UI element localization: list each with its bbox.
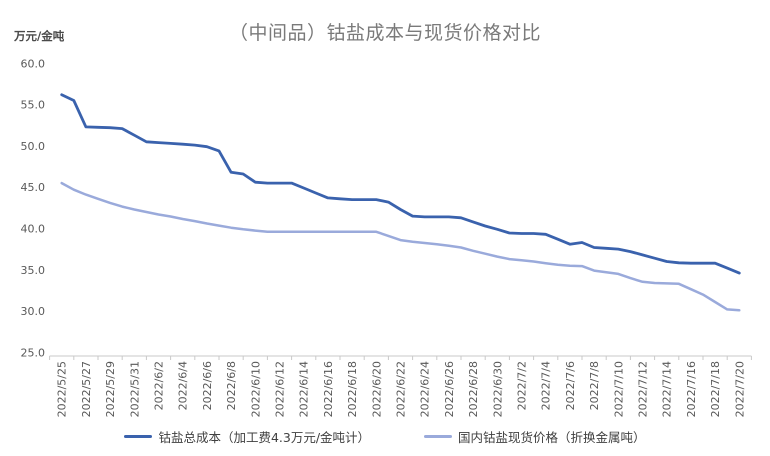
x-axis-tick-label: 2022/7/16: [685, 361, 698, 417]
y-axis-tick-label: 45.0: [21, 181, 46, 194]
total-cost-line-swatch: [124, 435, 153, 438]
x-axis-tick-label: 2022/6/22: [395, 361, 408, 417]
x-axis-tick-label: 2022/6/24: [419, 361, 432, 417]
x-axis-tick-label: 2022/7/14: [661, 361, 674, 417]
spot-price-legend-label: 国内钴盐现货价格（折换金属吨）: [458, 430, 646, 445]
x-axis-tick-label: 2022/6/20: [370, 361, 383, 417]
y-axis-tick-label: 55.0: [21, 99, 46, 112]
x-axis-tick-label: 2022/6/6: [201, 361, 214, 410]
x-axis-tick-label: 2022/6/14: [298, 361, 311, 417]
x-axis-tick-label: 2022/6/18: [346, 361, 359, 417]
y-axis-tick-label: 30.0: [21, 305, 46, 318]
total-cost-line: [60, 93, 741, 275]
legend-item-spot-price: 国内钴盐现货价格（折换金属吨）: [424, 427, 646, 446]
x-axis-tick-label: 2022/6/4: [177, 361, 190, 410]
x-axis-tick-label: 2022/5/27: [80, 361, 93, 417]
x-axis-tick-label: 2022/7/4: [540, 361, 553, 410]
legend-item-total-cost: 钴盐总成本（加工费4.3万元/金吨计）: [124, 427, 370, 446]
total-cost-legend-label: 钴盐总成本（加工费4.3万元/金吨计）: [158, 430, 371, 445]
y-axis-tick-label: 25.0: [21, 346, 46, 359]
y-axis-tick-label: 50.0: [21, 140, 46, 153]
x-axis-tick-label: 2022/6/8: [225, 361, 238, 410]
x-axis-tick-label: 2022/5/31: [128, 361, 141, 417]
y-axis-tick-label: 35.0: [21, 264, 46, 277]
x-axis-tick-label: 2022/6/10: [249, 361, 262, 417]
x-axis-tick-label: 2022/7/12: [637, 361, 650, 417]
x-axis-tick-label: 2022/6/30: [491, 361, 504, 417]
x-axis-tick-label: 2022/6/16: [322, 361, 335, 417]
x-axis-tick-label: 2022/7/20: [733, 361, 746, 417]
y-axis-tick-label: 40.0: [21, 223, 46, 236]
x-axis-tick-label: 2022/6/26: [443, 361, 456, 417]
x-axis-tick-label: 2022/7/6: [564, 361, 577, 410]
x-axis-tick-label: 2022/5/25: [56, 361, 69, 417]
x-axis-tick-label: 2022/7/8: [588, 361, 601, 410]
chart-legend: 钴盐总成本（加工费4.3万元/金吨计） 国内钴盐现货价格（折换金属吨）: [0, 427, 770, 446]
x-axis-tick-label: 2022/7/10: [612, 361, 625, 417]
line-chart-plot-area: 60.0 55.0 50.0 45.0 40.0 35.0 30.0 25.0 2022/5/2…: [21, 57, 752, 417]
x-axis-tick-label: 2022/6/12: [274, 361, 287, 417]
x-axis-tick-label: 2022/7/18: [709, 361, 722, 417]
chart-title: （中间品）钴盐成本与现货价格对比: [228, 22, 541, 44]
y-axis-unit-label: 万元/金吨: [14, 29, 65, 43]
spot-price-line-swatch: [424, 435, 453, 438]
y-axis-tick-label: 60.0: [21, 57, 46, 70]
x-axis-tick-label: 2022/6/28: [467, 361, 480, 417]
x-axis-tick-label: 2022/5/29: [104, 361, 117, 417]
spot-price-line: [60, 181, 741, 312]
x-axis-tick-label: 2022/6/2: [153, 361, 166, 410]
x-axis-tick-label: 2022/7/2: [516, 361, 529, 410]
